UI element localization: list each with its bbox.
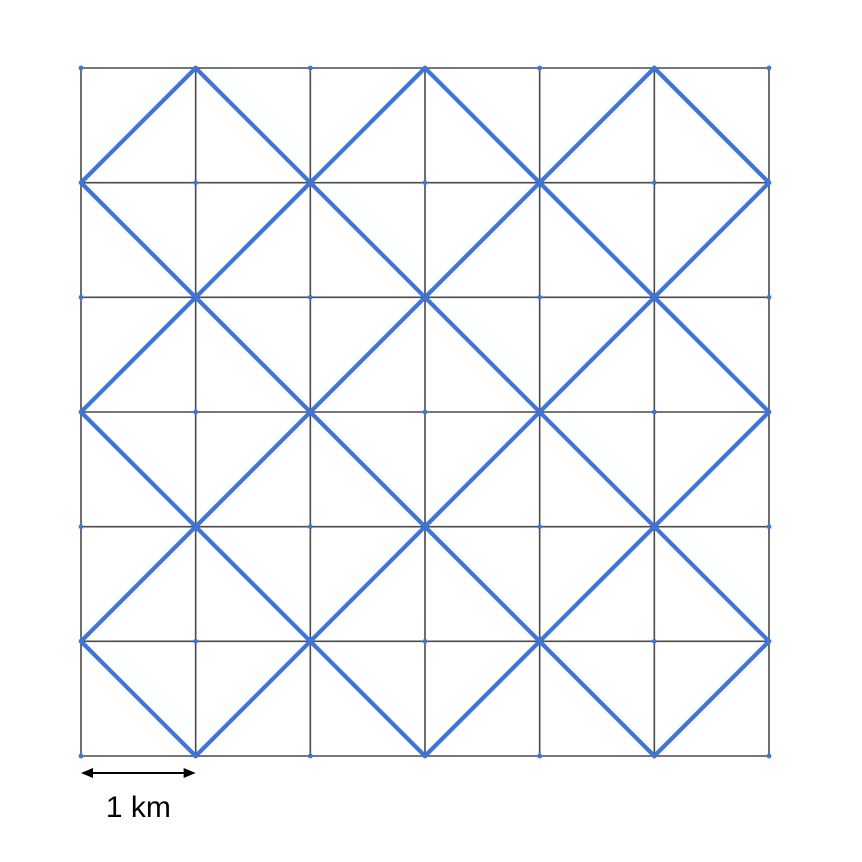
grid-node	[193, 65, 199, 71]
grid-node	[78, 753, 84, 759]
grid-node	[307, 638, 313, 644]
diagonal-line-down	[422, 65, 772, 415]
grid-node	[766, 753, 772, 759]
diagonal-line-up	[652, 639, 772, 759]
grid-node	[537, 524, 543, 530]
grid-node	[537, 180, 543, 186]
diagonal-line-up	[78, 65, 657, 644]
diagonal-line-up	[422, 409, 772, 759]
grid-node	[422, 753, 428, 759]
grid-node	[766, 180, 772, 186]
grid-node	[537, 65, 543, 71]
grid-node	[537, 409, 543, 415]
grid-node	[307, 753, 313, 759]
diagonal-line-down	[193, 65, 772, 644]
grid-node	[78, 409, 84, 415]
grid-node	[193, 638, 199, 644]
grid-node	[537, 753, 543, 759]
grid-node	[422, 638, 428, 644]
scale-bar: 1 km	[81, 768, 196, 824]
grid-node	[78, 180, 84, 186]
grid-node	[766, 638, 772, 644]
grid-node	[422, 65, 428, 71]
diagonal-line-down	[78, 180, 657, 759]
grid-node	[766, 409, 772, 415]
grid-node	[537, 294, 543, 300]
grid-node	[193, 294, 199, 300]
grid-node	[651, 524, 657, 530]
grid-node	[651, 638, 657, 644]
grid-node	[307, 294, 313, 300]
grid-node	[537, 638, 543, 644]
grid-node	[307, 524, 313, 530]
diagonal-line-down	[652, 65, 772, 185]
grid-node	[422, 524, 428, 530]
grid-node	[193, 753, 199, 759]
grid-node	[307, 409, 313, 415]
grid-node	[766, 524, 772, 530]
diagonal-line-down	[78, 409, 428, 759]
grid-node	[78, 65, 84, 71]
grid-node	[651, 753, 657, 759]
diagonal-line-down	[78, 639, 198, 759]
scale-bar-label: 1 km	[106, 791, 171, 824]
grid-node	[422, 180, 428, 186]
grid-node	[651, 180, 657, 186]
grid-node	[307, 180, 313, 186]
grid-node	[422, 294, 428, 300]
grid-node	[78, 524, 84, 530]
grid-node	[651, 409, 657, 415]
grid-node	[193, 180, 199, 186]
grid-node	[651, 294, 657, 300]
grid-node	[78, 294, 84, 300]
grid-node	[78, 638, 84, 644]
grid-node	[193, 524, 199, 530]
grid-node	[422, 409, 428, 415]
diagonal-line-up	[78, 65, 198, 185]
diagonal-grid	[78, 65, 772, 759]
scale-arrowhead-right	[183, 768, 196, 778]
grid-node	[766, 294, 772, 300]
diagonal-line-up	[193, 180, 772, 759]
diagonal-line-up	[78, 65, 428, 415]
grid-node	[651, 65, 657, 71]
grid-node	[193, 409, 199, 415]
scale-arrowhead-left	[81, 768, 93, 778]
grid-node	[766, 65, 772, 71]
grid-node	[307, 65, 313, 71]
